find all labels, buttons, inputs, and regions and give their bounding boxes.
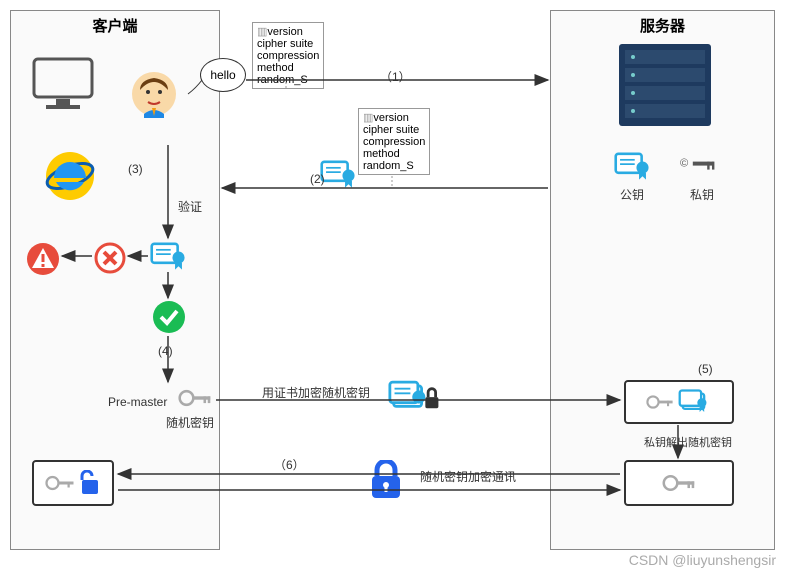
step-3: (3) [128,162,143,176]
note-box-1: ▥version cipher suite compression method… [252,22,324,89]
n1-l2: cipher suite [257,38,313,50]
privkey-icon: © [680,152,720,176]
n2-l3: compression [363,136,425,148]
pubkey-cert-icon [614,150,652,180]
open-lock-icon [79,470,101,496]
cert-icon-server [678,389,712,415]
encrypt-comm-label: 随机密钥加密通讯 [420,468,516,485]
priv-decrypt-label: 私钥解出随机密钥 [644,434,732,450]
check-icon [152,300,186,334]
key-icon-premaster [178,386,212,410]
step-4: (4) [158,344,173,358]
randkey-label: 随机密钥 [166,414,214,431]
n1-l3: compression [257,50,319,62]
server-title: 服务器 [551,11,774,40]
n2-l2: cipher suite [363,124,419,136]
n2-l4: method [363,148,400,160]
step-5: (5) [698,362,713,376]
watermark: CSDN @liuyunshengsir [629,552,776,568]
cert-icon-top [320,158,358,188]
user-icon [130,70,178,118]
privkey-label: 私钥 [690,186,714,203]
warning-icon [26,242,60,276]
key-icon-server2 [662,472,696,494]
client-title: 客户端 [11,11,219,40]
browser-icon [42,148,98,204]
cert-icon-verify [150,240,188,270]
n1-l4: method [257,62,294,74]
n2-l5: random_S [363,160,414,172]
cert-lock-icon [388,380,444,416]
note-box-2: ▥version cipher suite compression method… [358,108,430,175]
hello-bubble: hello [200,58,246,92]
svg-text:©: © [680,157,689,169]
client-key-box [32,460,114,506]
padlock-icon [368,460,404,500]
n2-l1: version [373,112,408,124]
step-1: （1） [380,68,411,85]
encrypt-cert-label: 用证书加密随机密钥 [262,384,370,401]
server-rack-icon [615,40,715,130]
verify-label: 验证 [178,198,202,215]
pubkey-label: 公钥 [620,186,644,203]
server-cert-key-box [624,380,734,424]
hello-text: hello [210,68,235,82]
premaster-label: Pre-master [108,395,167,409]
step-2: (2) [310,172,325,186]
monitor-icon [28,55,98,115]
server-key-box [624,460,734,506]
n1-l5: random_S [257,74,308,86]
n1-l1: version [267,26,302,38]
fail-icon [94,242,126,274]
key-icon-server1 [646,392,674,412]
step-6: （6） [274,456,305,473]
key-icon-client [45,473,75,493]
